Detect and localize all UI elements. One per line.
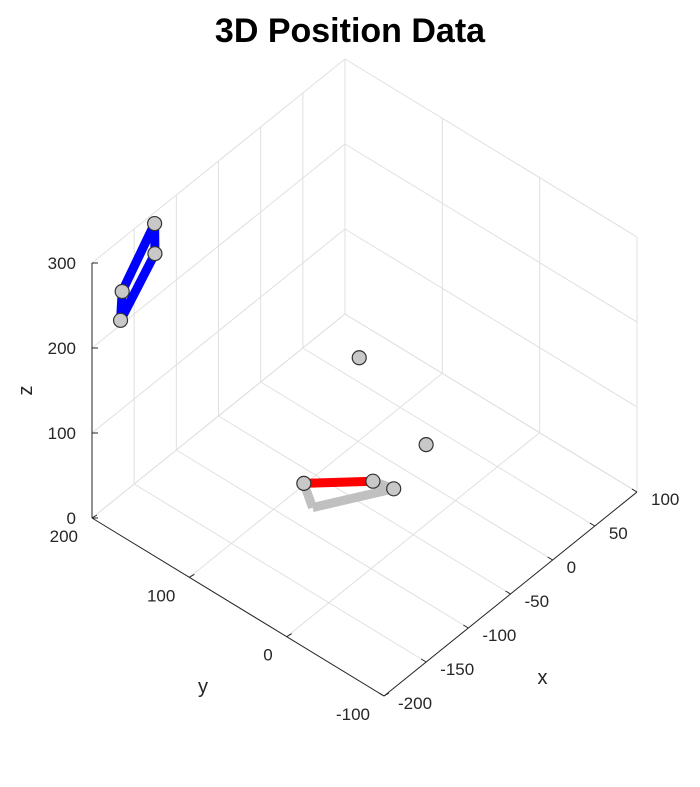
data-point — [148, 217, 162, 231]
grid-line — [261, 382, 553, 560]
data-segment — [313, 489, 394, 508]
x-tick — [421, 659, 426, 662]
x-tick — [506, 591, 511, 594]
data-point — [114, 313, 128, 327]
x-tick-label: -150 — [440, 660, 474, 679]
chart-title: 3D Position Data — [0, 12, 700, 51]
x-tick — [590, 523, 595, 526]
x-tick-label: -50 — [525, 592, 550, 611]
grid-line — [345, 59, 637, 237]
z-tick-label: 300 — [48, 254, 76, 273]
grid-line — [287, 433, 540, 637]
x-tick — [632, 489, 637, 492]
y-tick-label: 100 — [147, 586, 175, 605]
x-axis-label: x — [538, 667, 548, 689]
data-point — [297, 476, 311, 490]
data-point — [366, 474, 380, 488]
z-tick-label: 100 — [48, 424, 76, 443]
y-axis-line — [92, 518, 384, 696]
grid-line — [134, 484, 426, 662]
data-segment — [304, 481, 373, 483]
z-axis-label: z — [15, 386, 37, 396]
z-tick-label: 0 — [67, 509, 76, 528]
x-tick — [463, 625, 468, 628]
x-tick-label: 50 — [609, 524, 628, 543]
x-tick-label: 100 — [651, 490, 679, 509]
data-point — [148, 247, 162, 261]
grid-line — [219, 416, 511, 594]
grid-line — [189, 373, 442, 577]
x-tick — [548, 557, 553, 560]
point-layer — [114, 217, 434, 496]
x-tick — [379, 693, 384, 696]
grid-line — [345, 144, 637, 322]
data-point — [115, 284, 129, 298]
y-axis-label: y — [198, 676, 208, 698]
data-point — [387, 482, 401, 496]
z-tick-label: 200 — [48, 339, 76, 358]
grid-line — [345, 314, 637, 492]
segment-layer — [121, 224, 394, 508]
data-point — [419, 438, 433, 452]
grid-line — [176, 450, 468, 628]
y-tick-label: -100 — [336, 705, 370, 724]
x-tick-label: 0 — [567, 558, 576, 577]
grid-line — [345, 229, 637, 407]
y-tick-label: 200 — [50, 527, 78, 546]
data-point — [352, 351, 366, 365]
y-tick-label: 0 — [263, 646, 272, 665]
x-tick-label: -200 — [398, 694, 432, 713]
x-tick-label: -100 — [482, 626, 516, 645]
